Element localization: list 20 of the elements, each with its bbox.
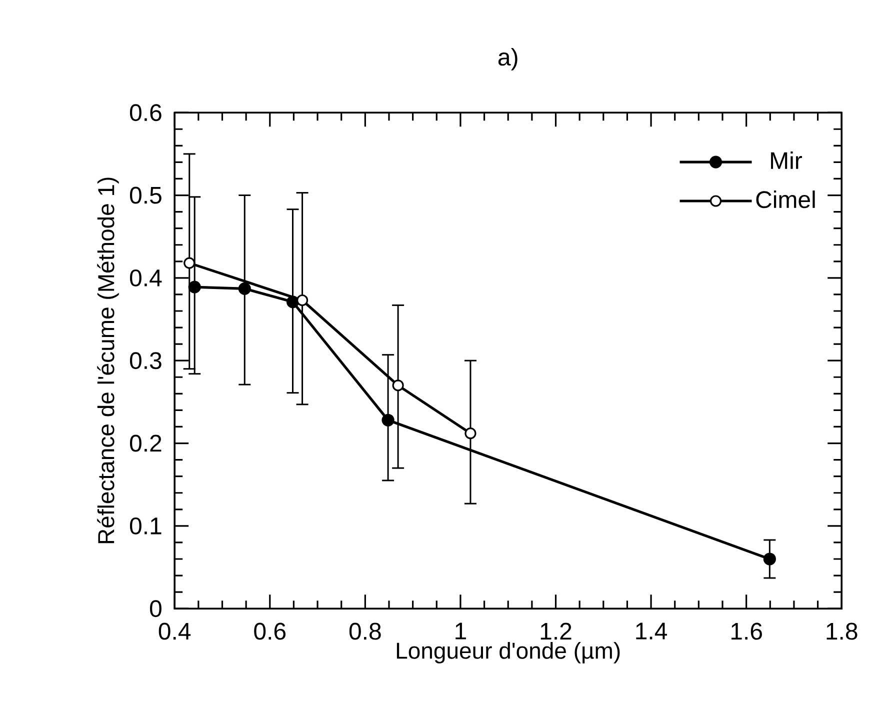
y-tick-label: 0.4 [130, 269, 162, 286]
y-axis-title: Réflectance de l'écume (Méthode 1) [97, 178, 119, 544]
x-axis-title: Longueur d'onde (µm) [396, 642, 620, 664]
x-tick-label: 0.4 [158, 622, 191, 640]
y-tick-label: 0.6 [130, 104, 162, 122]
x-tick-label: 1.2 [540, 622, 572, 640]
x-tick-label: 1.4 [636, 622, 668, 640]
x-tick-label: 0.6 [254, 622, 286, 640]
x-tick-label: 1 [456, 622, 466, 640]
chart-title: a) [498, 48, 518, 70]
y-tick-label: 0.3 [130, 352, 162, 370]
x-tick-label: 1.8 [826, 622, 858, 640]
legend-label: Cimel [756, 190, 815, 208]
legend-label: Mir [771, 152, 802, 169]
y-tick-label: 0.1 [130, 517, 162, 534]
y-tick-label: 0.2 [130, 434, 162, 452]
y-tick-label: 0.5 [130, 186, 162, 204]
x-tick-label: 1.6 [731, 622, 762, 640]
y-tick-label: 0 [150, 600, 162, 618]
x-tick-label: 0.8 [349, 622, 381, 640]
